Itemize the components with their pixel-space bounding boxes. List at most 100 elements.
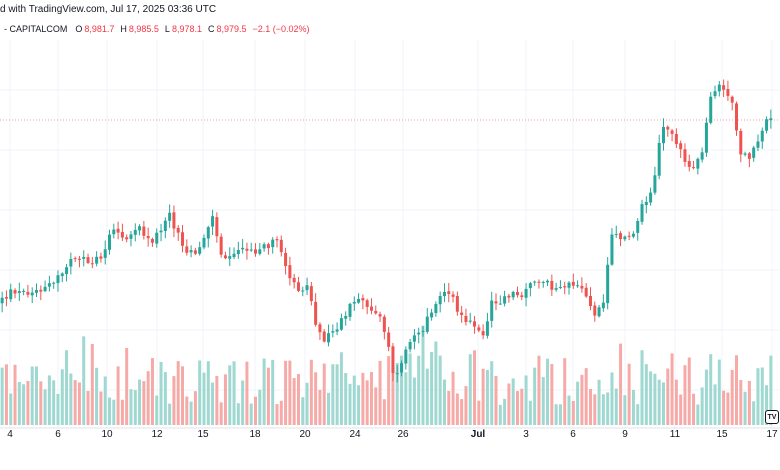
candle-body [670, 130, 674, 134]
volume-bar [580, 374, 584, 425]
volume-bar [451, 371, 455, 425]
volume-bar [344, 373, 348, 425]
volume-bar [593, 394, 597, 425]
volume-bar [56, 393, 60, 425]
volume-bar [765, 385, 769, 425]
volume-bar [670, 353, 674, 425]
volume-bar [120, 399, 124, 425]
candle-body [352, 301, 356, 304]
volume-bar [309, 359, 313, 425]
volume-bar [348, 383, 352, 425]
candle-body [108, 234, 112, 250]
volume-bar [511, 378, 515, 425]
volume-bar [464, 386, 468, 425]
candle-body [215, 217, 219, 237]
volume-bar [288, 360, 292, 425]
candle-body [163, 220, 167, 231]
volume-bar [198, 360, 202, 425]
candle-body [112, 229, 116, 235]
candle-body [520, 295, 524, 298]
volume-bars [0, 325, 773, 425]
candle-body [271, 239, 275, 248]
volume-bar [223, 374, 227, 425]
volume-bar [232, 361, 236, 425]
candle-body [211, 216, 215, 227]
candle-body [588, 295, 592, 307]
candle-body [576, 285, 580, 287]
volume-bar [743, 391, 747, 425]
candle-body [361, 298, 365, 301]
candle-body [82, 256, 86, 259]
candle-body [747, 153, 751, 159]
candle-body [318, 324, 322, 333]
volume-bar [296, 374, 300, 425]
volume-bar [524, 375, 528, 425]
candle-body [683, 149, 687, 162]
volume-bar [47, 375, 51, 425]
candle-body [125, 237, 129, 240]
candle-body [39, 289, 43, 292]
volume-bar [150, 358, 154, 425]
volume-bar [335, 364, 339, 425]
volume-bar [460, 399, 464, 425]
candle-body [34, 290, 39, 293]
candle-body [430, 312, 434, 318]
volume-bar [438, 355, 442, 425]
candle-body [447, 291, 451, 294]
candle-body [653, 175, 657, 193]
candle-body [477, 327, 481, 331]
candle-body [769, 118, 773, 121]
volume-bar [430, 351, 434, 425]
volume-bar [747, 380, 751, 425]
volume-bar [563, 358, 567, 425]
volume-bar [228, 365, 232, 425]
volume-bar [606, 392, 610, 425]
volume-bar [284, 360, 288, 425]
volume-bar [108, 397, 112, 425]
volume-bar [528, 400, 532, 425]
volume-bar [95, 367, 99, 425]
candle-body [606, 264, 610, 304]
volume-bar [374, 387, 378, 425]
volume-bar [258, 389, 262, 425]
volume-bar [146, 371, 150, 425]
candle-body [43, 286, 47, 292]
volume-bar [241, 380, 245, 425]
volume-bar [206, 361, 210, 425]
volume-bar [73, 380, 77, 425]
volume-bar [709, 354, 713, 425]
volume-bar [713, 384, 717, 425]
candle-body [47, 283, 51, 287]
tradingview-logo-icon[interactable]: TV [765, 410, 779, 424]
candle-body [666, 126, 670, 130]
volume-bar [387, 356, 391, 425]
candle-body [181, 232, 185, 246]
candle-body [408, 342, 412, 350]
x-tick-label: 20 [299, 429, 311, 440]
candle-body [503, 296, 507, 304]
volume-bar [168, 403, 172, 425]
x-tick-label: 18 [249, 429, 261, 440]
candle-body [369, 306, 373, 311]
candle-body [138, 226, 142, 231]
candle-body [189, 250, 193, 253]
low-value: 8,978.1 [171, 24, 202, 34]
high-label: H [120, 24, 127, 34]
candle-body [22, 290, 26, 292]
volume-bar [189, 401, 193, 425]
volume-bar [692, 393, 696, 425]
candle-body [554, 288, 558, 290]
candle-body [279, 239, 283, 253]
volume-bar [378, 360, 382, 425]
volume-bar [421, 325, 425, 425]
candle-body [357, 298, 361, 303]
x-tick-label: 6 [570, 429, 576, 440]
candle-body [546, 280, 550, 283]
candle-body [752, 147, 756, 158]
volume-bar [112, 399, 116, 425]
symbol-label: - CAPITALCOM [4, 24, 68, 34]
x-tick-label: 10 [101, 429, 113, 440]
candle-body [619, 233, 623, 240]
volume-bar [730, 369, 734, 425]
